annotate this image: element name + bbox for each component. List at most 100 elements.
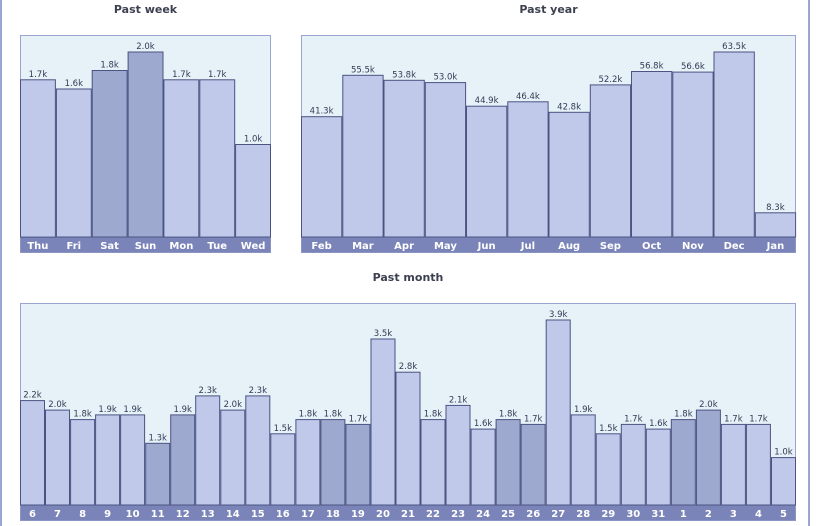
month-tick-label: 27 <box>551 509 565 520</box>
month-value-label: 1.0k <box>774 448 793 458</box>
year-axis-band <box>301 237 796 253</box>
month-bar <box>70 419 96 506</box>
week-chart-title: Past week <box>113 3 178 16</box>
year-value-label: 56.6k <box>681 62 705 72</box>
month-value-label: 2.2k <box>23 391 42 401</box>
right-frame-border <box>808 0 810 526</box>
month-value-label: 2.3k <box>198 386 217 396</box>
week-bar <box>127 51 164 238</box>
week-tick-label: Tue <box>207 241 227 252</box>
month-bar <box>595 433 621 506</box>
year-tick-label: Aug <box>558 241 580 252</box>
week-value-label: 1.0k <box>244 135 263 145</box>
month-bar <box>320 419 346 506</box>
month-bar <box>45 409 70 506</box>
month-value-label: 3.5k <box>374 329 393 339</box>
year-bar <box>507 101 549 238</box>
month-tick-label: 7 <box>54 509 61 520</box>
month-bar <box>395 371 421 506</box>
month-tick-label: 29 <box>601 509 615 520</box>
month-tick-label: 13 <box>201 509 215 520</box>
week-value-label: 1.8k <box>100 61 119 71</box>
year-value-label: 44.9k <box>475 96 499 106</box>
month-value-label: 1.9k <box>574 405 593 415</box>
week-bar <box>20 79 56 238</box>
month-bar <box>95 414 121 506</box>
week-bar <box>55 88 92 238</box>
month-bar <box>495 419 521 506</box>
week-value-label: 1.7k <box>29 70 48 80</box>
year-bar <box>342 74 384 238</box>
week-tick-label: Thu <box>27 241 48 252</box>
week-tick-label: Mon <box>169 241 193 252</box>
year-tick-label: Sep <box>600 241 621 252</box>
month-value-label: 1.9k <box>98 405 117 415</box>
month-value-label: 1.8k <box>424 410 443 420</box>
week-tick-label: Sun <box>135 241 156 252</box>
year-value-label: 8.3k <box>766 203 785 213</box>
month-bar <box>645 428 671 506</box>
month-value-label: 1.8k <box>299 410 318 420</box>
month-tick-label: 17 <box>301 509 315 520</box>
month-tick-label: 16 <box>276 509 290 520</box>
year-value-label: 42.8k <box>557 102 581 112</box>
year-tick-label: Mar <box>352 241 374 252</box>
month-bar <box>195 395 221 506</box>
month-bar <box>520 423 546 506</box>
week-value-label: 1.7k <box>208 70 227 80</box>
year-tick-label: May <box>434 241 457 252</box>
year-tick-label: Oct <box>642 241 661 252</box>
month-tick-label: 15 <box>251 509 265 520</box>
year-value-label: 56.8k <box>640 62 664 72</box>
month-bar <box>270 433 296 506</box>
month-tick-label: 12 <box>176 509 190 520</box>
month-value-label: 2.3k <box>249 386 268 396</box>
month-bar <box>445 404 471 506</box>
month-bar <box>545 319 571 506</box>
year-tick-label: Feb <box>311 241 331 252</box>
year-value-label: 55.5k <box>351 65 375 75</box>
month-value-label: 1.8k <box>324 410 343 420</box>
month-tick-label: 23 <box>451 509 465 520</box>
month-value-label: 1.9k <box>123 405 142 415</box>
month-value-label: 1.7k <box>624 414 643 424</box>
month-value-label: 1.6k <box>474 419 493 429</box>
year-chart-title: Past year <box>519 3 578 16</box>
month-bar <box>470 428 496 506</box>
month-value-label: 1.5k <box>599 424 618 434</box>
year-bar <box>713 51 755 238</box>
month-tick-label: 6 <box>29 509 36 520</box>
month-value-label: 2.0k <box>48 400 67 410</box>
month-bar <box>670 419 696 506</box>
month-bar <box>170 414 196 506</box>
month-tick-label: 18 <box>326 509 340 520</box>
month-tick-label: 4 <box>755 509 762 520</box>
month-value-label: 1.6k <box>649 419 668 429</box>
year-tick-label: Jan <box>766 241 785 252</box>
month-tick-label: 21 <box>401 509 415 520</box>
year-tick-label: Jun <box>477 241 496 252</box>
week-bar-chart: 1.7k Thu 1.6k Fri 1.8k Sat 2.0k Sun 1.7k Mon 1.7k T… <box>20 35 272 253</box>
year-bar <box>383 79 425 238</box>
month-bar <box>620 423 646 506</box>
month-tick-label: 5 <box>780 509 787 520</box>
month-tick-label: 22 <box>426 509 440 520</box>
week-bar <box>199 79 236 238</box>
month-bar <box>220 409 246 506</box>
year-value-label: 63.5k <box>722 42 746 52</box>
week-tick-label: Sat <box>100 241 119 252</box>
month-tick-label: 8 <box>79 509 86 520</box>
month-bar <box>20 400 45 506</box>
year-bar <box>301 116 343 238</box>
year-value-label: 53.8k <box>392 70 416 80</box>
year-tick-label: Nov <box>682 241 704 252</box>
month-value-label: 2.8k <box>399 362 418 372</box>
month-tick-label: 30 <box>626 509 640 520</box>
week-bar <box>91 70 128 238</box>
month-bar <box>570 414 596 506</box>
month-tick-label: 1 <box>680 509 687 520</box>
month-chart-title: Past month <box>372 271 444 284</box>
week-value-label: 1.7k <box>172 70 191 80</box>
month-bar <box>420 419 446 506</box>
month-value-label: 1.7k <box>749 414 768 424</box>
